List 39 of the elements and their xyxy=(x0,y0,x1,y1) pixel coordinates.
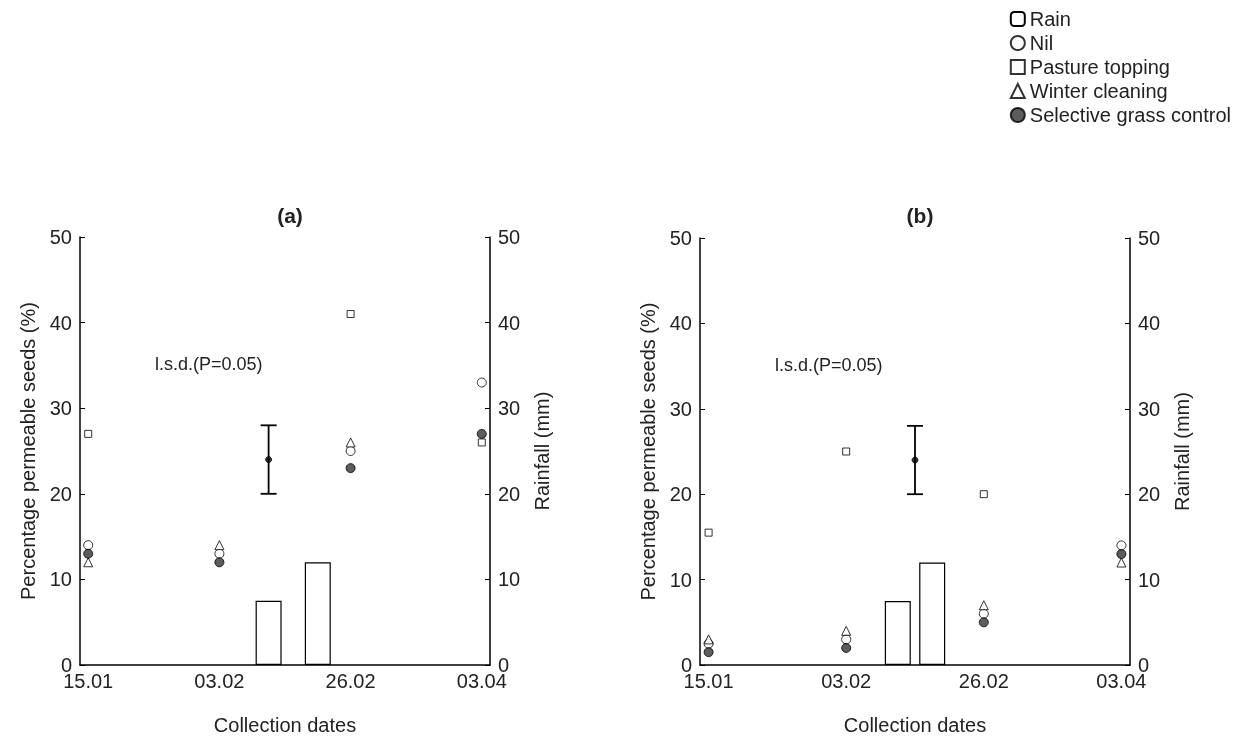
legend-label: Nil xyxy=(1029,32,1054,54)
chart-title: (b) xyxy=(906,204,934,227)
y2-tick-label: 30 xyxy=(1138,397,1161,420)
y-axis-title: Percentage permeable seeds (%) xyxy=(17,302,39,600)
x-tick-label: 03.02 xyxy=(821,670,872,692)
annotation: l.s.d.(P=0.05) xyxy=(775,355,883,375)
y-tick-label: 50 xyxy=(669,227,692,249)
legend-label: Pasture topping xyxy=(1029,56,1170,78)
legend-label: Winter cleaning xyxy=(1029,80,1168,102)
legend-label: Selective grass control xyxy=(1029,104,1231,126)
annotation: l.s.d.(P=0.05) xyxy=(155,354,263,374)
y2-tick-label: 30 xyxy=(498,397,521,420)
y-tick-label: 20 xyxy=(669,483,692,506)
y2-tick-label: 20 xyxy=(1138,483,1161,506)
y2-tick-label: 40 xyxy=(498,311,521,334)
chart-title: (a) xyxy=(277,204,303,227)
x-tick-label: 26.02 xyxy=(958,670,1009,692)
y-tick-label: 50 xyxy=(49,226,72,248)
y-axis-title: Percentage permeable seeds (%) xyxy=(637,302,659,601)
legend-label: Rain xyxy=(1029,8,1071,30)
y-tick-label: 10 xyxy=(49,568,72,591)
y-tick-label: 40 xyxy=(669,312,692,335)
y-tick-label: 30 xyxy=(669,397,692,420)
y2-tick-label: 40 xyxy=(1138,312,1161,335)
y2-tick-label: 50 xyxy=(498,226,521,248)
y-tick-label: 30 xyxy=(49,397,72,420)
y-tick-label: 10 xyxy=(669,568,692,591)
x-tick-label: 26.02 xyxy=(325,670,376,692)
y2-tick-label: 10 xyxy=(498,568,521,591)
x-axis-title: Collection dates xyxy=(213,714,357,736)
y2-tick-label: 20 xyxy=(498,482,521,505)
y-tick-label: 40 xyxy=(49,311,72,334)
x-tick-label: 03.02 xyxy=(194,670,245,692)
y2-axis-title: Rainfall (mm) xyxy=(531,391,553,511)
y2-tick-label: 50 xyxy=(1138,227,1161,249)
x-axis-title: Collection dates xyxy=(843,714,987,736)
y2-axis-title: Rainfall (mm) xyxy=(1171,392,1193,511)
y-tick-label: 20 xyxy=(49,482,72,505)
y2-tick-label: 10 xyxy=(1138,568,1161,591)
